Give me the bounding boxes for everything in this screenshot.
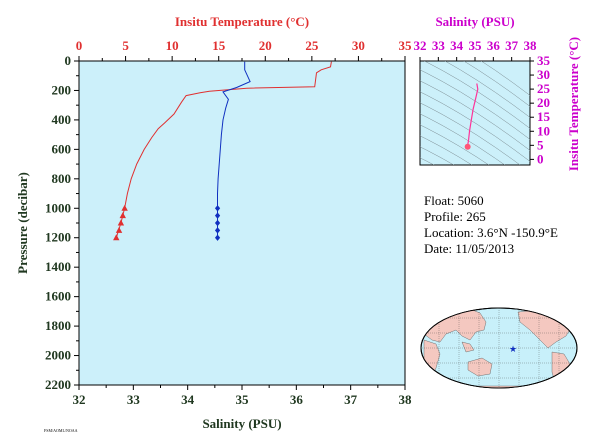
pressure-tick-label: 1200: [45, 230, 71, 245]
ts-density-contour: [420, 69, 530, 140]
pressure-tick-label: 1800: [45, 318, 71, 333]
temperature-tick-label: 10: [166, 38, 179, 53]
pressure-tick-label: 1000: [45, 200, 71, 215]
temperature-point-marker: [121, 204, 128, 211]
ts-temperature-tick-label: 30: [537, 67, 550, 82]
ts-density-contour: [463, 61, 530, 107]
float-location-map: ★: [420, 307, 578, 389]
temperature-tick-label: 20: [259, 38, 272, 53]
ts-density-contour: [420, 135, 473, 165]
ts-temperature-tick-label: 35: [537, 53, 551, 68]
ts-salinity-tick-label: 36: [487, 38, 501, 53]
pressure-tick-label: 2000: [45, 348, 71, 363]
landmass-australia: [467, 357, 493, 377]
temperature-tick-label: 0: [76, 38, 83, 53]
profile-plot-axes: 0 5 10 15 20 25 30 35 32 33 34 35 36 37 38 0 200 400 600 80…: [45, 38, 412, 407]
salinity-tick-label: 34: [181, 392, 195, 407]
salinity-tick-label: 38: [399, 392, 413, 407]
salinity-profile-line: [217, 61, 251, 238]
footer-tag: FSM/AOML/NOAA: [44, 428, 78, 433]
temperature-point-marker: [119, 212, 126, 219]
profile-value: 265: [466, 209, 486, 224]
temperature-tick-label: 15: [212, 38, 226, 53]
temperature-tick-label: 25: [305, 38, 319, 53]
ts-temperature-tick-label: 25: [537, 81, 551, 96]
top-axis-title: Insitu Temperature (°C): [175, 14, 309, 29]
ts-salinity-tick-label: 32: [414, 38, 427, 53]
ts-density-contour: [420, 113, 506, 165]
temperature-point-marker: [113, 234, 120, 241]
temperature-profile-line: [115, 61, 332, 238]
date-value: 11/05/2013: [455, 241, 515, 256]
temperature-tick-label: 30: [352, 38, 365, 53]
pressure-tick-label: 400: [52, 112, 72, 127]
bottom-axis-title: Salinity (PSU): [202, 416, 281, 431]
temperature-point-marker: [117, 219, 125, 226]
ts-density-contour: [420, 146, 455, 165]
salinity-point-marker: [214, 234, 221, 241]
landmass-southeast-asia: [461, 341, 475, 353]
salinity-tick-label: 33: [127, 392, 141, 407]
float-value: 5060: [457, 193, 484, 208]
pressure-tick-label: 800: [52, 171, 72, 186]
location-label: Location:: [424, 225, 474, 240]
ts-density-contour: [420, 80, 530, 151]
profile-info-row: Profile: 265: [424, 209, 486, 225]
ts-profile-line: [467, 83, 479, 146]
ts-temperature-tick-label: 15: [537, 109, 551, 124]
temperature-tick-label: 35: [399, 38, 413, 53]
ts-temperature-tick-label: 0: [537, 151, 544, 166]
ts-density-contour: [420, 102, 521, 165]
map-outline: [420, 307, 578, 389]
ts-point-marker: [464, 143, 471, 150]
ts-salinity-tick-label: 37: [505, 38, 519, 53]
float-info-row: Float: 5060: [424, 193, 484, 209]
pressure-tick-label: 600: [52, 141, 72, 156]
profile-plot: 0 5 10 15 20 25 30 35 32 33 34 35 36 37 38 0 200 400 600 80…: [15, 14, 412, 431]
pressure-tick-label: 0: [65, 53, 72, 68]
ts-temperature-tick-label: 20: [537, 95, 550, 110]
pressure-tick-label: 1600: [45, 289, 71, 304]
location-info-row: Location: 3.6°N -150.9°E: [424, 225, 558, 241]
temperature-point-marker: [115, 226, 123, 233]
salinity-tick-label: 36: [290, 392, 304, 407]
float-location-marker: ★: [509, 344, 517, 354]
salinity-tick-label: 35: [236, 392, 250, 407]
location-value: 3.6°N -150.9°E: [477, 225, 558, 240]
date-info-row: Date: 11/05/2013: [424, 241, 514, 257]
landmass-antarctica: [429, 385, 571, 388]
ts-salinity-tick-label: 33: [432, 38, 446, 53]
ts-salinity-tick-label: 35: [469, 38, 483, 53]
pressure-tick-label: 2200: [45, 377, 71, 392]
salinity-point-marker: [214, 227, 221, 234]
ts-density-contour: [420, 157, 435, 165]
date-label: Date:: [424, 241, 453, 256]
salinity-point-marker: [214, 205, 221, 212]
ts-temperature-tick-label: 5: [537, 137, 544, 152]
salinity-point-marker: [214, 219, 221, 227]
y-axis-title: Pressure (decibar): [15, 172, 30, 274]
ts-density-contour: [420, 124, 490, 165]
ts-salinity-tick-label: 34: [450, 38, 464, 53]
temperature-tick-label: 5: [122, 38, 129, 53]
profile-label: Profile:: [424, 209, 463, 224]
float-label: Float:: [424, 193, 455, 208]
pressure-tick-label: 1400: [45, 259, 71, 274]
ts-density-contour: [420, 91, 530, 162]
pressure-tick-label: 200: [52, 82, 72, 97]
ts-temperature-tick-label: 10: [537, 123, 550, 138]
ts-top-axis-title: Salinity (PSU): [435, 14, 514, 29]
ts-diagram-series: [464, 83, 479, 150]
profile-plot-background: [78, 60, 406, 386]
profile-plot-series: [113, 61, 332, 241]
salinity-point-marker: [214, 212, 221, 219]
salinity-tick-label: 32: [73, 392, 86, 407]
salinity-tick-label: 37: [344, 392, 358, 407]
ts-density-contour: [444, 61, 530, 118]
ts-right-axis-title: Insitu Temperature (°C): [566, 37, 581, 171]
ts-salinity-tick-label: 38: [524, 38, 538, 53]
